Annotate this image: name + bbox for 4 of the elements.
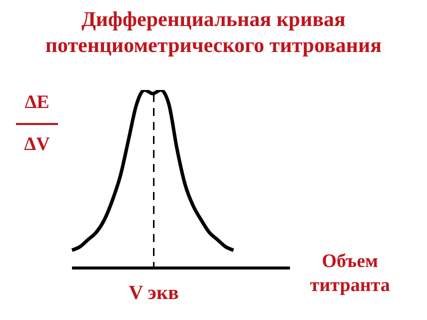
chart-title: Дифференциальная кривая потенциометрического титрования: [44, 6, 383, 58]
y-axis-title: ΔE ΔV: [16, 82, 58, 166]
x-axis-title: Объем титранта: [309, 250, 391, 298]
text: V экв: [128, 282, 180, 305]
